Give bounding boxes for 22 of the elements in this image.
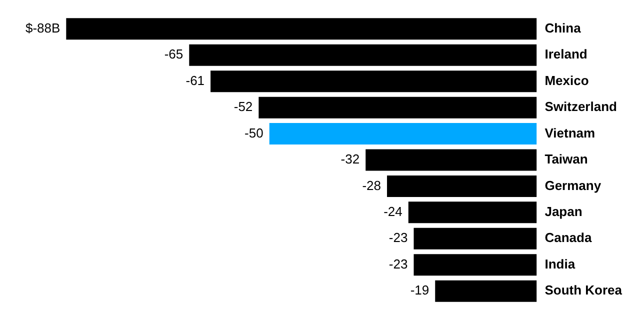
y-tick-label: Germany	[544, 178, 602, 193]
data-label: -19	[410, 282, 430, 298]
y-tick-label: Taiwan	[544, 152, 588, 167]
y-tick-label: India	[544, 256, 576, 272]
y-tick-label: Vietnam	[544, 125, 596, 140]
data-label: -50	[244, 125, 264, 140]
data-label: -23	[388, 230, 408, 246]
data-label: -32	[340, 152, 360, 167]
data-label: -52	[234, 99, 253, 114]
y-tick-label: Switzerland	[544, 99, 618, 114]
y-tick-label: Mexico	[544, 72, 589, 88]
y-tick-label: Canada	[544, 230, 592, 246]
data-label: $-88B	[25, 20, 60, 36]
y-tick-label: South Korea	[544, 282, 623, 298]
data-label: -28	[362, 178, 381, 193]
data-label: -65	[164, 46, 184, 62]
y-tick-label: Ireland	[544, 46, 588, 62]
data-label: -61	[186, 72, 205, 88]
y-tick-label: China	[544, 20, 582, 36]
data-label: -24	[384, 204, 402, 220]
y-tick-label: Japan	[544, 204, 582, 220]
data-label: -23	[388, 256, 408, 272]
